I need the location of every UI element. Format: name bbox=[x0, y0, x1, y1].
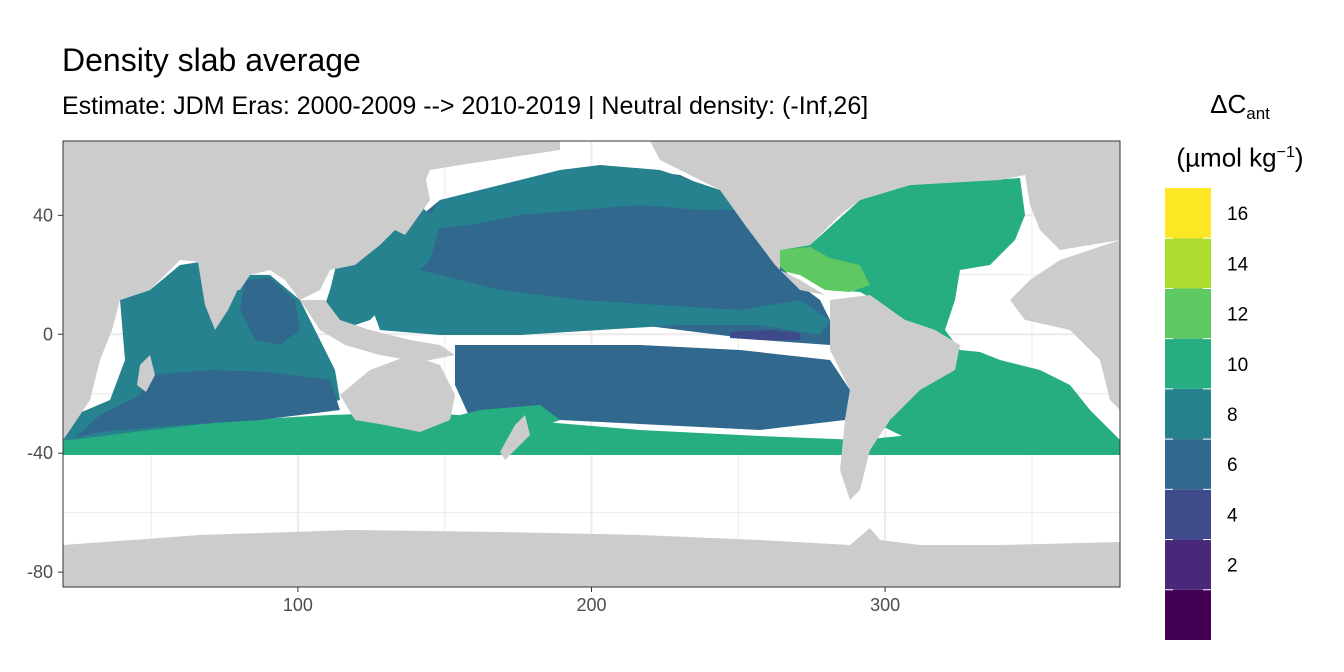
legend-bin bbox=[1165, 188, 1211, 239]
region-east-pacific-low-pocket bbox=[730, 330, 800, 340]
legend-bin bbox=[1165, 288, 1211, 339]
land-madagascar bbox=[137, 355, 155, 392]
legend-label: 16 bbox=[1227, 204, 1248, 225]
region-south-indian-subtropics bbox=[75, 370, 340, 438]
legend-label: 14 bbox=[1227, 254, 1249, 275]
chart-title: Density slab average bbox=[62, 42, 361, 78]
legend-title-main: ΔC bbox=[1210, 89, 1247, 119]
region-bay-of-bengal bbox=[240, 278, 300, 345]
legend-labels: 2 4 6 8 10 12 14 16 bbox=[1165, 204, 1249, 591]
legend-bin bbox=[1165, 388, 1211, 440]
x-tick-label: 100 bbox=[283, 595, 313, 615]
y-tick-label: 0 bbox=[43, 324, 53, 344]
y-tick-label: -80 bbox=[27, 562, 53, 582]
region-atlantic bbox=[780, 178, 1120, 445]
land-australia bbox=[340, 355, 455, 432]
land-japan bbox=[395, 175, 430, 235]
land-maritime-continent bbox=[300, 300, 455, 362]
x-tick-label: 300 bbox=[870, 595, 900, 615]
legend-label: 6 bbox=[1227, 455, 1238, 476]
legend-bin bbox=[1165, 439, 1211, 490]
land-india bbox=[198, 260, 240, 330]
region-tasman-sea bbox=[440, 405, 560, 440]
y-axis: 40 0 -40 -80 bbox=[27, 205, 63, 582]
legend-bin bbox=[1165, 238, 1211, 289]
legend-bin bbox=[1165, 338, 1211, 389]
legend-unit-suffix: ) bbox=[1294, 142, 1304, 173]
y-tick-label: 40 bbox=[33, 205, 53, 225]
legend-label: 8 bbox=[1227, 405, 1238, 426]
ocean-field bbox=[63, 165, 1120, 455]
legend-unit-sup: −1 bbox=[1276, 144, 1295, 162]
x-axis: 100 200 300 bbox=[283, 587, 900, 615]
legend-title-sub: ant bbox=[1246, 104, 1270, 124]
land-africa-east-edge bbox=[1010, 240, 1120, 410]
region-equatorial-pacific-band bbox=[360, 270, 830, 335]
legend-label: 4 bbox=[1227, 505, 1238, 526]
land-south-america bbox=[830, 295, 960, 500]
legend-unit-prefix: (µmol kg bbox=[1176, 142, 1277, 173]
land-masses bbox=[63, 141, 1120, 587]
legend-bin bbox=[1165, 539, 1211, 590]
land-europe-north bbox=[1025, 150, 1120, 250]
legend-colorbar bbox=[1165, 188, 1211, 640]
y-tick-label: -40 bbox=[27, 443, 53, 463]
x-tick-label: 200 bbox=[576, 595, 606, 615]
legend-label: 2 bbox=[1227, 556, 1238, 577]
region-south-pacific-subtropics bbox=[455, 345, 850, 430]
land-antarctica bbox=[63, 528, 1120, 587]
land-north-america bbox=[650, 141, 1120, 295]
legend-label: 10 bbox=[1227, 355, 1248, 376]
region-western-pacific bbox=[320, 205, 440, 330]
legend-label: 12 bbox=[1227, 305, 1248, 326]
land-eurasia-africa-west bbox=[63, 141, 560, 440]
legend-bin bbox=[1165, 589, 1211, 640]
region-subpolar-north-pacific bbox=[420, 165, 745, 230]
region-caribbean bbox=[776, 247, 870, 292]
land-new-zealand bbox=[500, 415, 530, 460]
legend-title: ΔCant (µmol kg−1) bbox=[1155, 85, 1325, 178]
chart-subtitle: Estimate: JDM Eras: 2000-2009 --> 2010-2… bbox=[62, 92, 869, 120]
legend-bin bbox=[1165, 489, 1211, 540]
